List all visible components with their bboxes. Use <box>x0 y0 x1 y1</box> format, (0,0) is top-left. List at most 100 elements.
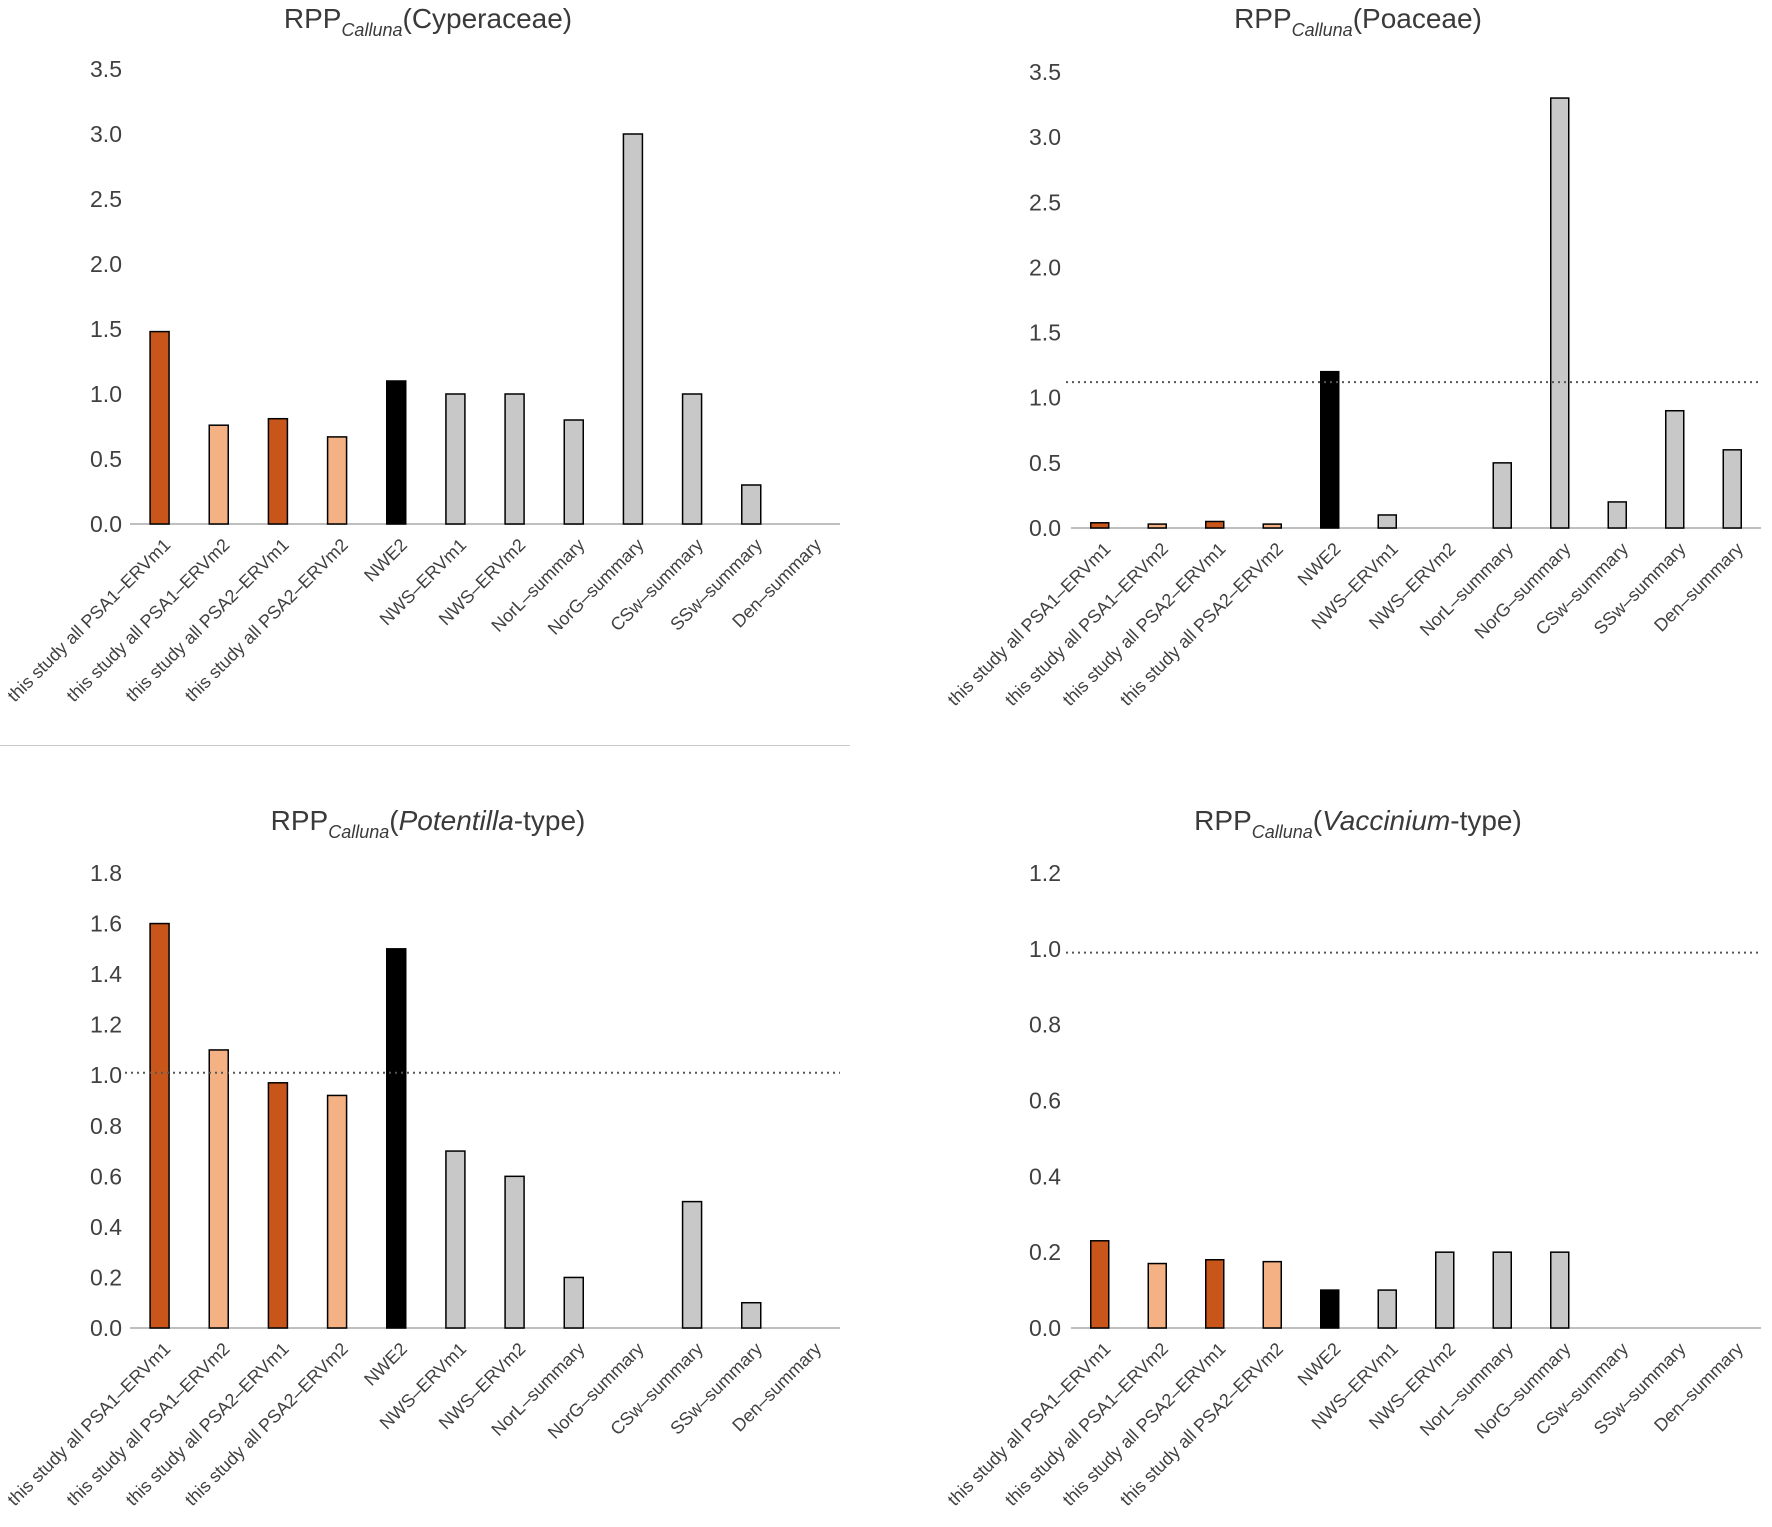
y-tick-label: 0.8 <box>90 1113 122 1139</box>
title-paren-close: ) <box>1473 3 1482 34</box>
y-tick-label: 1.2 <box>90 1012 122 1038</box>
x-category-label: NWE2 <box>360 535 411 586</box>
title-subscript: Calluna <box>1292 20 1353 40</box>
chart-poaceae-svg: RPPCalluna(Poaceae) 0.0 0.5 1.0 1.5 2.0 2.5 3.0… <box>944 3 1761 710</box>
y-tick-label: 3.5 <box>90 56 122 82</box>
y-tick-label: 0.5 <box>1029 450 1061 476</box>
y-tick-label: 2.5 <box>1029 189 1061 215</box>
y-tick-label: 1.0 <box>90 381 122 407</box>
bar <box>1090 522 1110 529</box>
y-tick-label: 0.0 <box>90 511 122 537</box>
x-category-label: NWE2 <box>1294 539 1345 590</box>
y-tick-label: 2.5 <box>90 186 122 212</box>
bar <box>1320 370 1340 529</box>
y-tick-label: 0.5 <box>90 446 122 472</box>
title-paren-open: ( <box>402 3 412 34</box>
bar <box>149 922 170 1329</box>
chart-title: RPPCalluna(Vaccinium-type) <box>1194 805 1522 842</box>
title-subscript: Calluna <box>1252 822 1313 842</box>
bar <box>1205 520 1225 529</box>
bar <box>326 436 348 525</box>
bar <box>386 380 407 525</box>
bar <box>622 133 644 525</box>
y-tick-label: 1.5 <box>1029 320 1061 346</box>
bar <box>1320 1289 1340 1329</box>
chart-title: RPPCalluna(Cyperaceae) <box>284 3 572 40</box>
y-tick-label: 3.0 <box>90 121 122 147</box>
bar <box>1090 1240 1110 1329</box>
chart-cyperaceae-svg: RPPCalluna(Cyperaceae) 0.0 0.5 1.0 1.5 2.0 2.5… <box>3 3 840 706</box>
title-main: RPP <box>271 805 329 836</box>
title-subscript: Calluna <box>341 20 402 40</box>
bar <box>1492 1251 1512 1329</box>
bar <box>208 1049 229 1329</box>
y-tick-label: 0.6 <box>90 1163 122 1189</box>
bar <box>741 1301 762 1329</box>
chart-poaceae: RPPCalluna(Poaceae) 0.0 0.5 1.0 1.5 2.0 2.5 3.0… <box>886 0 1772 760</box>
y-tick-label: 2.0 <box>90 251 122 277</box>
title-suffix: -type <box>514 805 576 836</box>
chart-potentilla: RPPCalluna(Potentilla-type) 0.0 0.2 0.4 0.6 0… <box>0 764 886 1527</box>
y-tick-label: 0.4 <box>90 1214 122 1240</box>
chart-vaccinium: RPPCalluna(Vaccinium-type) 0.0 0.2 0.4 0.6 0.… <box>886 764 1772 1527</box>
bar <box>1377 514 1397 529</box>
y-tick-label: 1.8 <box>90 860 122 886</box>
bar <box>326 1094 348 1329</box>
y-tick-label: 0.4 <box>1029 1163 1061 1189</box>
bar <box>681 1200 703 1329</box>
bar <box>445 1150 466 1329</box>
bar <box>1607 501 1627 529</box>
title-main: RPP <box>284 3 342 34</box>
bar <box>208 424 229 525</box>
y-tick-label: 1.5 <box>90 316 122 342</box>
bar <box>1147 1262 1167 1329</box>
title-taxon: Potentilla <box>399 805 514 836</box>
title-paren-close: ) <box>576 805 585 836</box>
bar <box>1550 97 1570 529</box>
bar <box>1435 1251 1455 1329</box>
title-paren-open: ( <box>389 805 399 836</box>
title-paren-open: ( <box>1353 3 1363 34</box>
title-paren-close: ) <box>563 3 572 34</box>
x-category-label: NWE2 <box>1294 1339 1345 1390</box>
title-main: RPP <box>1194 805 1252 836</box>
bar <box>1665 409 1685 529</box>
x-category-label: NWE2 <box>360 1339 411 1390</box>
title-taxon: Cyperaceae <box>412 3 563 34</box>
y-tick-label: 0.2 <box>1029 1239 1061 1265</box>
y-tick-label: 3.5 <box>1029 59 1061 85</box>
chart-potentilla-svg: RPPCalluna(Potentilla-type) 0.0 0.2 0.4 0.6 0… <box>3 805 840 1510</box>
y-tick-label: 0.8 <box>1029 1012 1061 1038</box>
y-tick-label: 1.0 <box>90 1062 122 1088</box>
bar <box>504 393 525 525</box>
bar <box>267 417 289 525</box>
bar <box>1262 1260 1282 1329</box>
chart-title: RPPCalluna(Potentilla-type) <box>271 805 586 842</box>
bar <box>1722 449 1742 529</box>
y-tick-label: 1.2 <box>1029 860 1061 886</box>
y-tick-label: 0.2 <box>90 1264 122 1290</box>
y-tick-label: 1.0 <box>1029 385 1061 411</box>
chart-vaccinium-svg: RPPCalluna(Vaccinium-type) 0.0 0.2 0.4 0.6 0.… <box>944 805 1761 1510</box>
bar <box>386 948 407 1329</box>
title-paren-open: ( <box>1313 805 1323 836</box>
bar <box>1550 1251 1570 1329</box>
y-tick-label: 1.0 <box>1029 936 1061 962</box>
bar <box>563 419 584 525</box>
y-tick-label: 0.6 <box>1029 1088 1061 1114</box>
bar <box>563 1276 584 1329</box>
y-tick-label: 1.4 <box>90 961 122 987</box>
bar <box>681 393 703 525</box>
bar <box>1205 1259 1225 1329</box>
title-main: RPP <box>1234 3 1292 34</box>
chart-title: RPPCalluna(Poaceae) <box>1234 3 1482 40</box>
bar <box>1377 1289 1397 1329</box>
title-paren-close: ) <box>1513 805 1522 836</box>
title-subscript: Calluna <box>328 822 389 842</box>
y-tick-label: 0.0 <box>1029 515 1061 541</box>
bar <box>149 330 170 525</box>
y-tick-label: 2.0 <box>1029 254 1061 280</box>
y-tick-label: 3.0 <box>1029 124 1061 150</box>
bar <box>445 393 466 525</box>
bar <box>1492 462 1512 529</box>
